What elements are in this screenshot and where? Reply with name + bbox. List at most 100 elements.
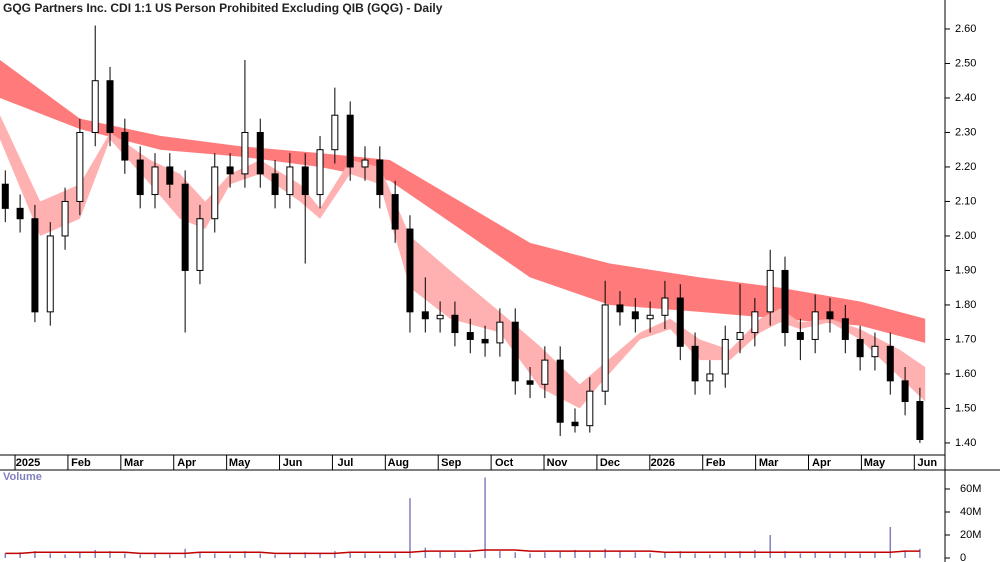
x-tick-label: Feb <box>71 457 91 469</box>
candle-body <box>871 345 879 358</box>
candle-body <box>76 131 84 202</box>
volume-y-tick-label: 60M <box>960 483 981 495</box>
x-tick-label: May <box>864 457 886 469</box>
y-tick-label: 2.40 <box>955 92 976 104</box>
candle-body <box>391 194 399 230</box>
candle-body <box>601 304 609 392</box>
y-tick-label: 1.90 <box>955 264 976 276</box>
x-tick-label: Oct <box>495 457 514 469</box>
y-tick-label: 2.60 <box>955 23 976 35</box>
candle-body <box>136 159 144 196</box>
y-tick-label: 1.70 <box>955 333 976 345</box>
candle-body <box>166 166 174 185</box>
candle-body <box>481 338 489 344</box>
candle-body <box>436 314 444 320</box>
candle-body <box>736 332 744 340</box>
candle-body <box>346 114 354 168</box>
volume-y-tick-label: 20M <box>960 529 981 541</box>
y-tick-label: 2.20 <box>955 161 976 173</box>
candle-body <box>751 311 759 334</box>
x-tick-label: Aug <box>388 457 409 469</box>
candle-body <box>856 338 864 358</box>
x-tick-label: Mar <box>759 457 779 469</box>
y-tick-label: 1.40 <box>955 437 976 449</box>
y-tick-label: 1.50 <box>955 402 976 414</box>
candle-body <box>466 332 474 340</box>
candle-body <box>526 380 534 385</box>
volume-y-tick-label: 0 <box>960 552 966 562</box>
volume-label: Volume <box>3 471 42 483</box>
candle-body <box>721 338 729 375</box>
y-tick-label: 2.00 <box>955 230 976 242</box>
candle-body <box>286 166 294 196</box>
candle-body <box>886 345 894 382</box>
x-tick-label: Mar <box>124 457 144 469</box>
candle-body <box>31 218 39 313</box>
y-tick-label: 1.80 <box>955 299 976 311</box>
candle-body <box>61 200 69 237</box>
candle-body <box>271 173 279 196</box>
candle-body <box>91 80 99 133</box>
candle-body <box>421 311 429 320</box>
chart-title: GQG Partners Inc. CDI 1:1 US Person Proh… <box>3 1 443 15</box>
x-tick-label: 2025 <box>16 457 40 469</box>
x-tick-label: Sep <box>441 457 461 469</box>
candle-body <box>106 80 114 133</box>
candle-body <box>766 269 774 313</box>
candle-body <box>16 207 24 220</box>
candle-body <box>331 114 339 151</box>
x-tick-label: Nov <box>547 457 569 469</box>
candle-body <box>1 183 9 209</box>
candle-body <box>901 380 909 403</box>
candle-body <box>706 373 714 382</box>
candle-body <box>496 321 504 344</box>
candle-body <box>631 311 639 320</box>
candle-body <box>691 345 699 382</box>
candle-body <box>316 149 324 196</box>
x-tick-label: Jul <box>337 457 353 469</box>
candle-body <box>781 269 789 334</box>
x-tick-label: Dec <box>600 457 620 469</box>
candle-body <box>121 131 129 161</box>
x-tick-label: May <box>229 457 251 469</box>
x-tick-label: Feb <box>706 457 726 469</box>
candle-body <box>796 332 804 340</box>
candle-body <box>571 421 579 427</box>
y-tick-label: 2.30 <box>955 126 976 138</box>
candle-body <box>196 218 204 271</box>
candle-body <box>646 314 654 320</box>
candle-body <box>616 304 624 313</box>
volume-y-tick-label: 40M <box>960 506 981 518</box>
candle-body <box>301 166 309 196</box>
candle-body <box>241 131 249 175</box>
candle-body <box>556 359 564 423</box>
candle-body <box>46 235 54 313</box>
candle-body <box>181 183 189 271</box>
candle-body <box>211 166 219 220</box>
candle-body <box>406 228 414 313</box>
candle-body <box>586 390 594 427</box>
candle-body <box>451 314 459 334</box>
x-tick-label: Apr <box>812 457 832 469</box>
candle-body <box>511 321 519 382</box>
candle-body <box>841 318 849 340</box>
candle-body <box>661 297 669 316</box>
candle-body <box>151 166 159 196</box>
x-tick-label: Jun <box>918 457 938 469</box>
candle-body <box>361 159 369 168</box>
candle-body <box>811 311 819 340</box>
candle-body <box>916 401 924 440</box>
x-tick-label: Jun <box>283 457 303 469</box>
candle-body <box>256 131 264 175</box>
y-tick-label: 2.10 <box>955 195 976 207</box>
y-tick-label: 2.50 <box>955 57 976 69</box>
volume-ma <box>5 549 920 555</box>
candle-body <box>676 297 684 347</box>
candle-body <box>226 166 234 175</box>
x-tick-label: Apr <box>177 457 197 469</box>
candle-body <box>376 159 384 196</box>
candle-body <box>826 311 834 320</box>
y-tick-label: 1.60 <box>955 368 976 380</box>
candle-body <box>541 359 549 385</box>
